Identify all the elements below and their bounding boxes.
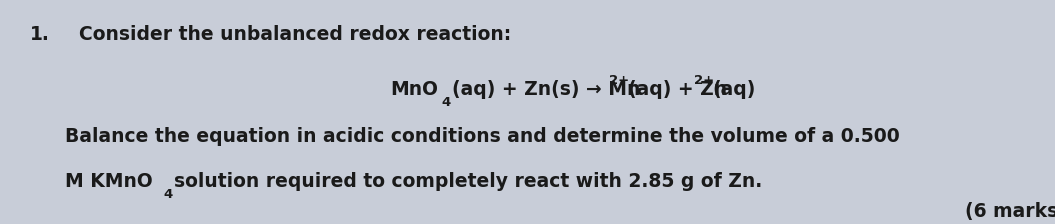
Text: 4: 4: [164, 188, 173, 201]
Text: (aq): (aq): [712, 80, 755, 99]
Text: 2+: 2+: [694, 74, 714, 87]
Text: solution required to completely react with 2.85 g of Zn.: solution required to completely react wi…: [174, 172, 763, 191]
Text: 4: 4: [441, 96, 450, 109]
Text: (aq) + Zn: (aq) + Zn: [628, 80, 727, 99]
Text: 2+: 2+: [609, 74, 629, 87]
Text: (6 marks): (6 marks): [965, 202, 1055, 221]
Text: 1.: 1.: [30, 25, 50, 44]
Text: MnO: MnO: [390, 80, 438, 99]
Text: M KMnO: M KMnO: [65, 172, 153, 191]
Text: (aq) + Zn(s) → Mn: (aq) + Zn(s) → Mn: [452, 80, 640, 99]
Text: Balance the equation in acidic conditions and determine the volume of a 0.500: Balance the equation in acidic condition…: [65, 127, 900, 146]
Text: Consider the unbalanced redox reaction:: Consider the unbalanced redox reaction:: [79, 25, 512, 44]
